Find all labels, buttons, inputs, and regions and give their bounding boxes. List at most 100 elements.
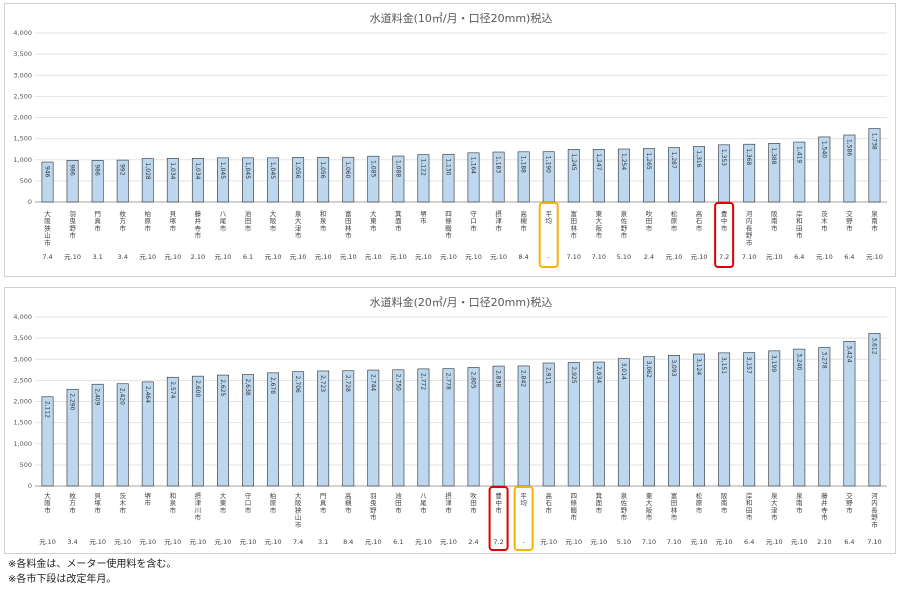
- bar: [317, 370, 330, 487]
- revision-label: 元.10: [340, 253, 357, 261]
- revision-label: 元.10: [766, 253, 783, 261]
- value-label: 1,056: [294, 161, 301, 178]
- category-label: 泉佐野市: [621, 491, 628, 522]
- value-label: 2,750: [394, 374, 401, 391]
- value-label: 1,164: [470, 157, 477, 174]
- value-label: 1,056: [319, 161, 326, 178]
- chart-title: 水道料金(10㎥/月・口径20mm)税込: [370, 11, 553, 25]
- revision-label: 元.10: [215, 253, 232, 261]
- category-label: 堺市: [145, 491, 152, 507]
- value-label: 2,464: [144, 386, 151, 403]
- bar: [617, 358, 630, 487]
- y-tick-label: 1,000: [13, 156, 32, 164]
- value-label: 2,744: [369, 374, 376, 391]
- footnote-revision-date: ※各市下段は改定年月。: [8, 574, 117, 585]
- bar: [718, 352, 731, 487]
- category-label: 門真市: [320, 492, 327, 514]
- revision-label: 元.10: [189, 538, 206, 546]
- revision-label: 7.10: [742, 253, 756, 261]
- bar: [592, 361, 605, 487]
- value-label: 2,409: [94, 388, 101, 405]
- y-tick-label: 1,000: [13, 440, 32, 448]
- value-label: 1,045: [244, 162, 251, 179]
- bar: [617, 148, 630, 203]
- category-label: 泉南市: [796, 491, 803, 514]
- value-label: 1,045: [269, 162, 276, 179]
- category-label: 岸和田市: [796, 210, 803, 240]
- category-label: 和泉市: [320, 209, 327, 232]
- value-label: 2,772: [419, 373, 426, 390]
- revision-label: 2.10: [191, 253, 205, 261]
- revision-label: 元.10: [64, 253, 81, 261]
- category-label: 泉南市: [871, 209, 878, 232]
- category-label: 吹田市: [470, 491, 477, 514]
- revision-label: 7.10: [592, 253, 606, 261]
- bar: [392, 155, 405, 203]
- value-label: 2,728: [344, 375, 351, 392]
- revision-label: 8.4: [343, 538, 353, 546]
- y-tick-label: 500: [20, 177, 32, 185]
- category-label: 守口市: [245, 491, 252, 514]
- bar: [141, 381, 154, 487]
- revision-label: 6.1: [393, 538, 403, 546]
- bar: [643, 356, 655, 487]
- category-label: 池田市: [395, 491, 402, 514]
- value-label: 2,638: [244, 379, 251, 396]
- category-label: 和泉市: [170, 491, 177, 514]
- value-label: 2,805: [470, 371, 477, 388]
- bar: [141, 158, 154, 203]
- value-label: 2,112: [44, 401, 51, 418]
- category-label: 四條畷市: [445, 210, 452, 240]
- value-label: 2,723: [319, 375, 326, 392]
- bar: [91, 160, 104, 203]
- bar: [768, 350, 781, 487]
- revision-label: 2.4: [644, 253, 654, 261]
- bar: [643, 148, 655, 203]
- category-label: 大阪市: [270, 209, 277, 232]
- value-label: 1,419: [795, 146, 802, 163]
- chart-panel-20m3: 水道料金(20㎥/月・口径20mm)税込 0 500 1,000 1,500 2,000 2…: [4, 287, 896, 554]
- revision-label: 元.10: [866, 253, 883, 261]
- revision-label: 元.10: [315, 253, 332, 261]
- y-tick-label: 2,000: [13, 114, 32, 122]
- revision-label: 元.10: [565, 538, 582, 546]
- y-tick-label: 1,500: [13, 419, 32, 427]
- bar: [66, 388, 79, 487]
- bar: [868, 128, 881, 203]
- value-label: 1,122: [419, 159, 426, 176]
- revision-label: 7.2: [719, 253, 729, 261]
- bar: [166, 376, 179, 487]
- value-label: 1,028: [144, 163, 151, 180]
- value-label: 1,388: [770, 147, 777, 164]
- value-label: 1,190: [545, 156, 552, 173]
- bar: [793, 141, 806, 203]
- category-label: 岸和田市: [746, 492, 753, 522]
- value-label: 2,838: [495, 370, 502, 387]
- revision-label: 6.4: [844, 253, 854, 261]
- value-label: 2,842: [520, 370, 527, 387]
- value-label: 1,586: [845, 139, 852, 156]
- value-label: 1,265: [645, 153, 652, 170]
- revision-label: 6.4: [794, 253, 804, 261]
- category-label: 貝塚市: [170, 210, 177, 232]
- category-label: 大阪狭山市: [295, 491, 302, 529]
- value-label: 3,014: [620, 363, 627, 380]
- bar: [267, 157, 279, 203]
- category-label: 松原市: [671, 209, 678, 232]
- category-label: 羽曳野市: [370, 492, 377, 522]
- value-label: 992: [119, 164, 126, 176]
- revision-label: 元.10: [791, 538, 808, 546]
- bar: [818, 136, 831, 203]
- bar: [793, 348, 806, 487]
- y-tick-label: 4,000: [13, 313, 32, 321]
- value-label: 1,368: [745, 148, 752, 165]
- category-label: 高石市: [696, 209, 703, 232]
- value-label: 2,925: [570, 366, 577, 383]
- bar: [217, 374, 229, 487]
- value-label: 1,130: [444, 158, 451, 175]
- revision-label: 元.10: [415, 253, 432, 261]
- bar: [392, 369, 405, 487]
- bar: [417, 154, 430, 203]
- revision-label: 元.10: [390, 253, 407, 261]
- revision-label: 6.1: [243, 253, 253, 261]
